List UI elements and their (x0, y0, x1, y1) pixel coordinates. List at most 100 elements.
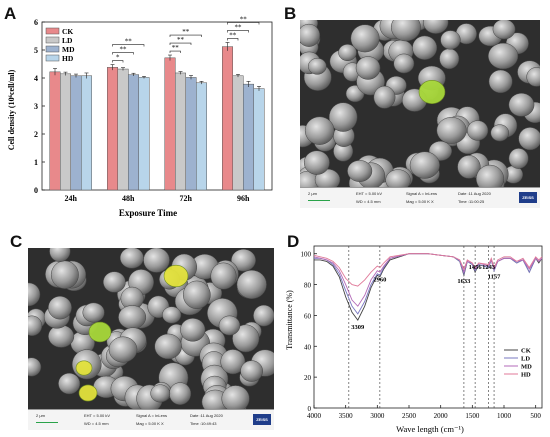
bar-x-tick-label: 96h (237, 194, 250, 203)
ftir-plot-frame (313, 245, 543, 409)
ftir-legend-label-ld: LD (521, 356, 530, 363)
scale-bar-b (308, 200, 330, 201)
significance-bracket (227, 30, 249, 33)
significance-bracket (227, 22, 260, 25)
sem-cell (347, 160, 373, 182)
bar-hd (138, 77, 150, 191)
sem-cell (508, 92, 535, 117)
ftir-y-tick-label: 0 (308, 405, 312, 413)
sem-cell (518, 127, 540, 151)
sem-cell (526, 67, 540, 87)
ftir-series-ld (314, 253, 543, 315)
sem-cell (409, 151, 440, 179)
ftir-series-md (313, 253, 543, 307)
sem-cell (221, 385, 250, 410)
sem-cell (220, 349, 246, 375)
sem-cell (338, 44, 357, 61)
ftir-x-tick-label: 1000 (497, 412, 512, 420)
sem-eht-c: EHT = 5.00 kV (84, 413, 111, 418)
ftir-x-axis-label: Wave length (cm⁻¹) (396, 424, 464, 434)
ftir-y-axis-label: Transmittance (%) (285, 290, 294, 350)
sem-cell (232, 324, 260, 353)
bar-md (70, 75, 82, 191)
sem-cell (422, 20, 449, 34)
panel-label-d: D (287, 232, 300, 251)
significance-label: ** (235, 23, 243, 31)
bar-md (185, 77, 197, 191)
sem-signal-b: Signal A = InLens (406, 191, 438, 196)
sem-cell (240, 360, 263, 382)
sem-highlighted-cell (75, 360, 93, 376)
ftir-peak-label: 2960 (373, 276, 386, 283)
sem-time-c: Time :10:49:43 (190, 421, 217, 426)
sem-cell (475, 164, 505, 188)
bar-hd (253, 88, 265, 191)
sem-cell (118, 305, 147, 330)
sem-info-bar-b: 2 μm EHT = 5.00 kV WD = 4.5 mm Signal A … (300, 187, 540, 208)
bar-md (128, 74, 139, 191)
sem-cell (440, 30, 461, 50)
sem-cell (436, 117, 467, 144)
significance-bracket (169, 34, 202, 38)
ftir-peak-label: 1243 (482, 264, 496, 271)
ftir-peak-label: 1456 (469, 264, 483, 271)
ftir-x-tick-label: 2500 (402, 412, 417, 420)
sem-cell (236, 269, 267, 300)
significance-label: ** (172, 44, 180, 52)
sem-eht-b: EHT = 5.00 kV (356, 191, 383, 196)
significance-bracket (169, 50, 181, 54)
zeiss-logo-c: ZEISS (253, 414, 271, 425)
panel-label-a: A (4, 4, 17, 23)
bar-y-axis-label: Cell density (10⁶cell/ml) (7, 69, 16, 150)
sem-cell (210, 262, 237, 290)
sem-highlighted-cell (163, 264, 189, 288)
sem-mag-b: Mag = 5.00 K X (406, 199, 434, 204)
significance-bracket (112, 44, 145, 47)
sem-cell (303, 150, 330, 175)
scale-bar-c (36, 422, 58, 423)
ftir-peak-label: 1633 (457, 278, 471, 285)
sem-cell (169, 382, 192, 405)
sem-cell (439, 48, 460, 70)
sem-cell (108, 336, 138, 363)
significance-label: ** (229, 31, 237, 39)
sem-cell (412, 35, 438, 60)
significance-label: ** (240, 15, 248, 23)
sem-cell (328, 102, 358, 132)
sem-micrograph-b (300, 20, 540, 188)
sem-highlighted-cell (418, 79, 446, 104)
sem-cell (218, 315, 241, 336)
sem-cell (457, 155, 481, 179)
sem-cell (82, 302, 105, 323)
sem-cell (143, 248, 170, 273)
sem-cell (390, 20, 421, 42)
significance-label: ** (182, 28, 190, 36)
bar-ck (49, 71, 61, 191)
sem-date-b: Date :11 Aug 2020 (458, 191, 491, 196)
ftir-y-tick-label: 20 (304, 374, 312, 382)
bar-y-tick-label: 2 (34, 130, 38, 139)
sem-time-b: Time :11:00:25 (458, 199, 485, 204)
legend-label-md: MD (62, 45, 75, 54)
bar-x-tick-label: 72h (180, 194, 193, 203)
sem-micrograph-c (28, 248, 274, 410)
panel-label-c: C (10, 232, 23, 251)
sem-cell (162, 306, 182, 324)
sem-cell (300, 23, 321, 47)
sem-cell (231, 248, 256, 272)
legend-swatch-ld (45, 36, 60, 44)
legend-swatch-md (45, 45, 60, 53)
ftir-plot-area: 0 20 40 60 80 100 4000 3500 3000 2500 2000 1500 1000… (301, 245, 543, 420)
sem-cell (58, 372, 81, 395)
sem-highlighted-cell (88, 321, 112, 343)
sem-cell (49, 248, 71, 262)
ftir-legend-label-hd: HD (521, 372, 531, 379)
sem-cell (385, 169, 411, 188)
sem-cell (154, 333, 182, 360)
sem-cell (28, 282, 41, 307)
significance-bracket (112, 60, 124, 63)
sem-cell (50, 260, 79, 289)
